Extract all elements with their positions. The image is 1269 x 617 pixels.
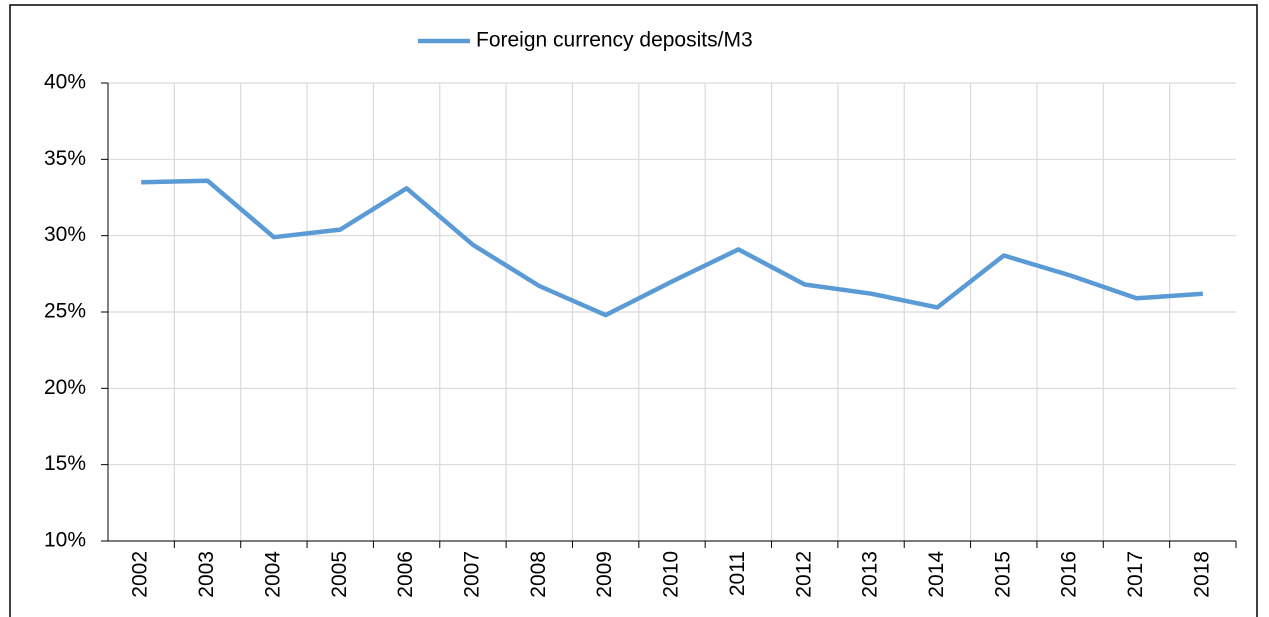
x-tick-label: 2013 — [859, 551, 882, 598]
x-tick-label: 2012 — [792, 551, 815, 598]
x-tick-label: 2017 — [1124, 551, 1147, 598]
x-tick-label: 2004 — [261, 551, 284, 598]
x-tick-label: 2002 — [129, 551, 152, 598]
x-tick-label: 2003 — [195, 551, 218, 598]
x-tick-label: 2016 — [1058, 551, 1081, 598]
y-tick-label: 20% — [44, 376, 86, 399]
y-tick-label: 15% — [44, 452, 86, 475]
y-tick-label: 10% — [44, 529, 86, 552]
y-tick-label: 40% — [44, 71, 86, 94]
legend-label: Foreign currency deposits/M3 — [476, 29, 753, 52]
x-tick-label: 2005 — [328, 551, 351, 598]
x-tick-label: 2018 — [1190, 551, 1213, 598]
chart-frame — [9, 4, 1258, 617]
y-tick-label: 25% — [44, 300, 86, 323]
x-tick-label: 2006 — [394, 551, 417, 598]
x-tick-label: 2008 — [527, 551, 550, 598]
x-tick-label: 2014 — [925, 551, 948, 598]
y-tick-label: 35% — [44, 147, 86, 170]
y-tick-label: 30% — [44, 223, 86, 246]
x-tick-label: 2007 — [460, 551, 483, 598]
x-tick-label: 2009 — [593, 551, 616, 598]
x-tick-label: 2015 — [991, 551, 1014, 598]
data-line — [141, 178, 1203, 318]
x-tick-label: 2011 — [726, 551, 749, 596]
x-tick-label: 2010 — [660, 551, 683, 598]
